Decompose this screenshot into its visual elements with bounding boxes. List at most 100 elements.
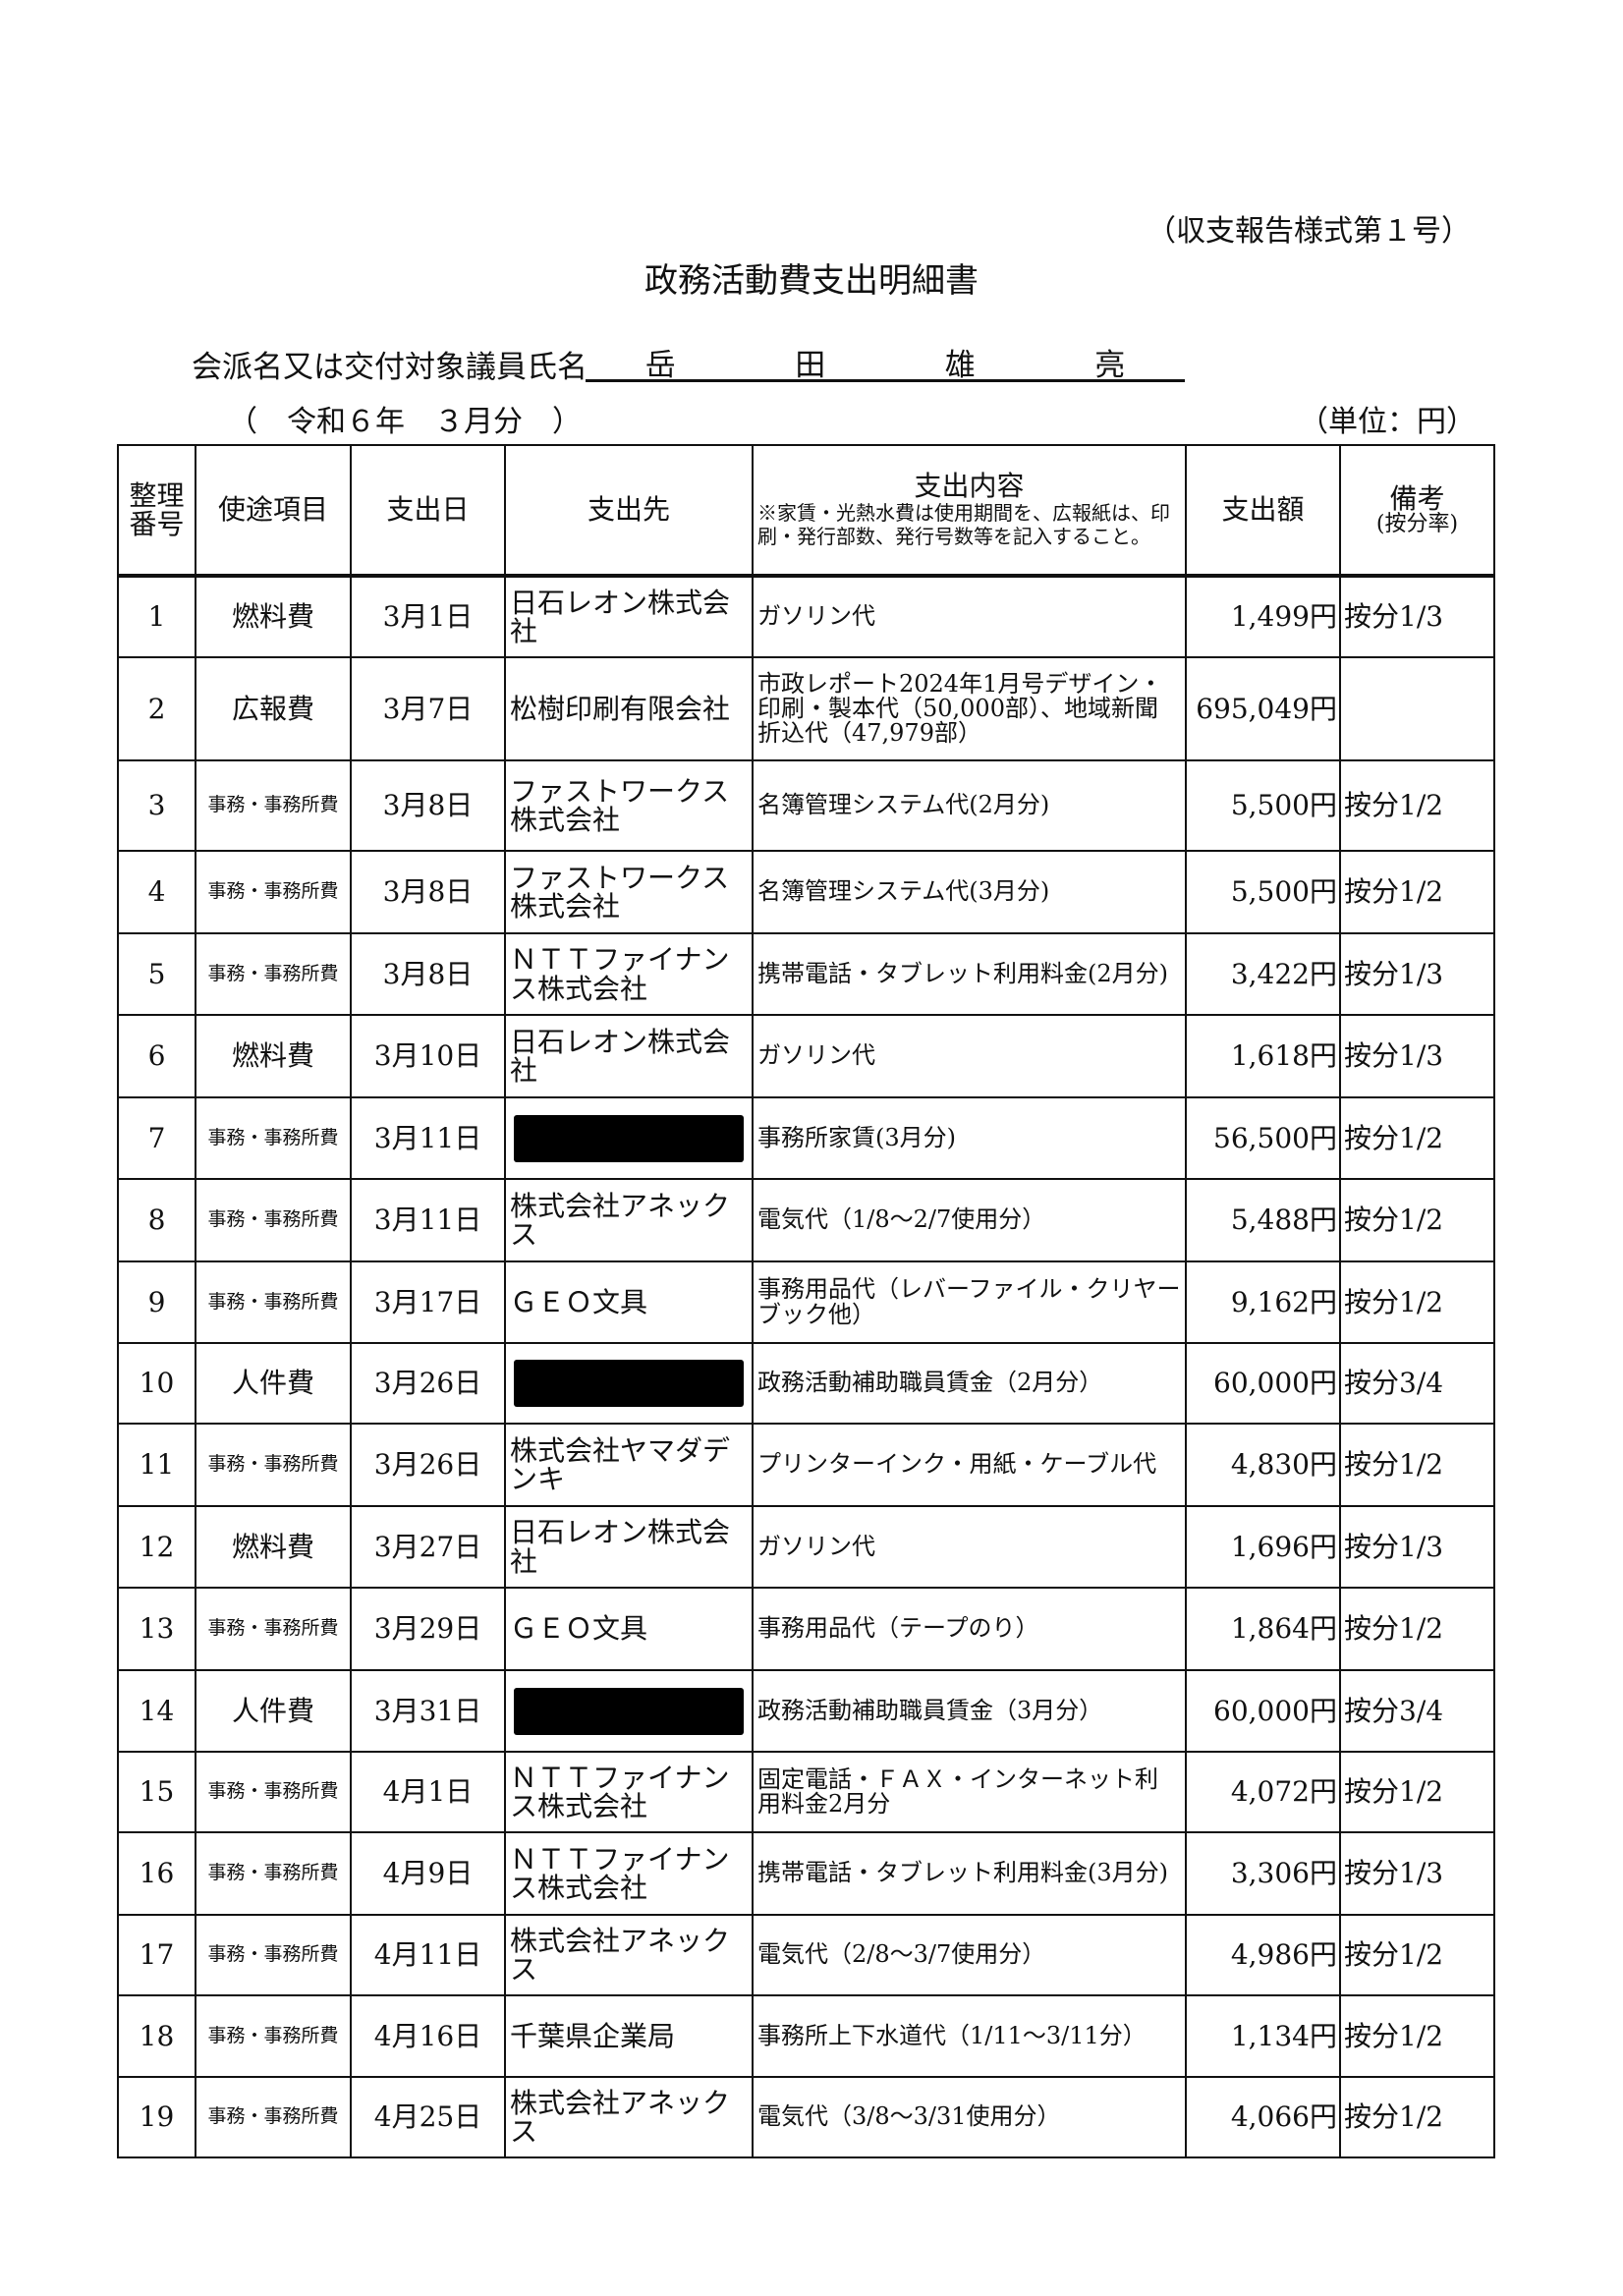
- payee: 株式会社アネックス: [504, 1914, 754, 1996]
- name-char: 岳: [644, 348, 676, 383]
- category: 燃料費: [195, 1505, 352, 1589]
- table-row: 19 事務・事務所費 4月25日 株式会社アネックス 電気代（3/8～3/31使用分） 4…: [117, 2076, 1495, 2158]
- remarks: 按分1/2: [1339, 1260, 1495, 1344]
- header-content-title: 支出内容: [914, 470, 1025, 503]
- row-number: 3: [117, 759, 196, 852]
- table-row: 8 事務・事務所費 3月11日 株式会社アネックス 電気代（1/8～2/7使用分） 5,4…: [117, 1178, 1495, 1262]
- date: 3月1日: [350, 575, 506, 658]
- payee: ＧＥＯ文具: [504, 1587, 754, 1671]
- payee: [504, 1669, 754, 1753]
- remarks: 按分1/2: [1339, 1751, 1495, 1833]
- member-name: 岳 田 雄 亮: [586, 340, 1185, 383]
- category: 事務・事務所費: [195, 1423, 352, 1507]
- category: 事務・事務所費: [195, 1587, 352, 1671]
- amount: 1,696円: [1185, 1505, 1341, 1589]
- payee: ファストワークス株式会社: [504, 759, 754, 852]
- content: 事務用品代（レバーファイル・クリヤーブック他）: [752, 1260, 1187, 1344]
- payee: ＮＴＴファイナンス株式会社: [504, 1831, 754, 1916]
- content: 電気代（2/8～3/7使用分）: [752, 1914, 1187, 1996]
- header-content: 支出内容 ※家賃・光熱水費は使用期間を、広報紙は、印刷・発行部数、発行号数等を記…: [752, 444, 1187, 577]
- header-category: 使途項目: [195, 444, 352, 577]
- category: 事務・事務所費: [195, 932, 352, 1016]
- date: 3月7日: [350, 656, 506, 761]
- amount: 5,500円: [1185, 759, 1341, 852]
- date: 3月29日: [350, 1587, 506, 1671]
- content: 事務所家賃(3月分): [752, 1096, 1187, 1180]
- table-row: 4 事務・事務所費 3月8日 ファストワークス株式会社 名簿管理システム代(3月分) 5,…: [117, 850, 1495, 934]
- category: 事務・事務所費: [195, 1751, 352, 1833]
- row-number: 6: [117, 1014, 196, 1098]
- payee: 日石レオン株式会社: [504, 575, 754, 658]
- amount: 1,134円: [1185, 1994, 1341, 2078]
- table-row: 12 燃料費 3月27日 日石レオン株式会社 ガソリン代 1,696円 按分1/3: [117, 1505, 1495, 1589]
- amount: 5,488円: [1185, 1178, 1341, 1262]
- remarks: [1339, 656, 1495, 761]
- category: 事務・事務所費: [195, 1994, 352, 2078]
- name-char: 亮: [1094, 348, 1126, 383]
- category: 燃料費: [195, 575, 352, 658]
- category: 人件費: [195, 1669, 352, 1753]
- table-row: 17 事務・事務所費 4月11日 株式会社アネックス 電気代（2/8～3/7使用分） 4,…: [117, 1914, 1495, 1996]
- row-number: 17: [117, 1914, 196, 1996]
- table-row: 18 事務・事務所費 4月16日 千葉県企業局 事務所上下水道代（1/11～3/11分）…: [117, 1994, 1495, 2078]
- content: 政務活動補助職員賃金（2月分）: [752, 1342, 1187, 1425]
- amount: 4,066円: [1185, 2076, 1341, 2158]
- content: 事務所上下水道代（1/11～3/11分）: [752, 1994, 1187, 2078]
- table-row: 14 人件費 3月31日 政務活動補助職員賃金（3月分） 60,000円 按分3/4: [117, 1669, 1495, 1753]
- unit-label: （単位：円）: [1299, 405, 1476, 439]
- content: 携帯電話・タブレット利用料金(2月分): [752, 932, 1187, 1016]
- row-number: 10: [117, 1342, 196, 1425]
- content: 電気代（3/8～3/31使用分）: [752, 2076, 1187, 2158]
- table-row: 10 人件費 3月26日 政務活動補助職員賃金（2月分） 60,000円 按分3/4: [117, 1342, 1495, 1425]
- row-number: 16: [117, 1831, 196, 1916]
- header-remarks: 備考 (按分率): [1339, 444, 1495, 577]
- content: ガソリン代: [752, 1014, 1187, 1098]
- payee: 千葉県企業局: [504, 1994, 754, 2078]
- row-number: 2: [117, 656, 196, 761]
- date: 3月11日: [350, 1096, 506, 1180]
- category: 事務・事務所費: [195, 1178, 352, 1262]
- header-remarks-title: 備考: [1389, 481, 1445, 515]
- category: 事務・事務所費: [195, 1260, 352, 1344]
- category: 燃料費: [195, 1014, 352, 1098]
- amount: 60,000円: [1185, 1342, 1341, 1425]
- row-number: 12: [117, 1505, 196, 1589]
- date: 4月25日: [350, 2076, 506, 2158]
- table-row: 7 事務・事務所費 3月11日 事務所家賃(3月分) 56,500円 按分1/2: [117, 1096, 1495, 1180]
- amount: 695,049円: [1185, 656, 1341, 761]
- remarks: 按分1/2: [1339, 759, 1495, 852]
- date: 4月16日: [350, 1994, 506, 2078]
- amount: 56,500円: [1185, 1096, 1341, 1180]
- table-row: 6 燃料費 3月10日 日石レオン株式会社 ガソリン代 1,618円 按分1/3: [117, 1014, 1495, 1098]
- payee: 日石レオン株式会社: [504, 1505, 754, 1589]
- table-row: 16 事務・事務所費 4月9日 ＮＴＴファイナンス株式会社 携帯電話・タブレット利用料金…: [117, 1831, 1495, 1916]
- table-row: 13 事務・事務所費 3月29日 ＧＥＯ文具 事務用品代（テープのり） 1,864円 按分1…: [117, 1587, 1495, 1671]
- date: 3月26日: [350, 1342, 506, 1425]
- header-no: 整理番号: [117, 444, 196, 577]
- remarks: 按分1/2: [1339, 850, 1495, 934]
- category: 広報費: [195, 656, 352, 761]
- content: 名簿管理システム代(2月分): [752, 759, 1187, 852]
- table-row: 11 事務・事務所費 3月26日 株式会社ヤマダデンキ プリンターインク・用紙・ケーブル…: [117, 1423, 1495, 1507]
- row-number: 9: [117, 1260, 196, 1344]
- row-number: 5: [117, 932, 196, 1016]
- remarks: 按分1/2: [1339, 1423, 1495, 1507]
- date: 3月8日: [350, 850, 506, 934]
- payee: 松樹印刷有限会社: [504, 656, 754, 761]
- row-number: 14: [117, 1669, 196, 1753]
- amount: 5,500円: [1185, 850, 1341, 934]
- content: 固定電話・ＦＡＸ・インターネット利用料金2月分: [752, 1751, 1187, 1833]
- content: ガソリン代: [752, 575, 1187, 658]
- remarks: 按分1/2: [1339, 1994, 1495, 2078]
- row-number: 18: [117, 1994, 196, 2078]
- remarks: 按分1/2: [1339, 2076, 1495, 2158]
- remarks: 按分1/3: [1339, 575, 1495, 658]
- date: 3月10日: [350, 1014, 506, 1098]
- amount: 1,499円: [1185, 575, 1341, 658]
- category: 事務・事務所費: [195, 1096, 352, 1180]
- row-number: 4: [117, 850, 196, 934]
- header-content-note: ※家賃・光熱水費は使用期間を、広報紙は、印刷・発行部数、発行号数等を記入すること…: [757, 500, 1170, 548]
- category: 事務・事務所費: [195, 1831, 352, 1916]
- category: 事務・事務所費: [195, 759, 352, 852]
- document-title: 政務活動費支出明細書: [644, 261, 979, 301]
